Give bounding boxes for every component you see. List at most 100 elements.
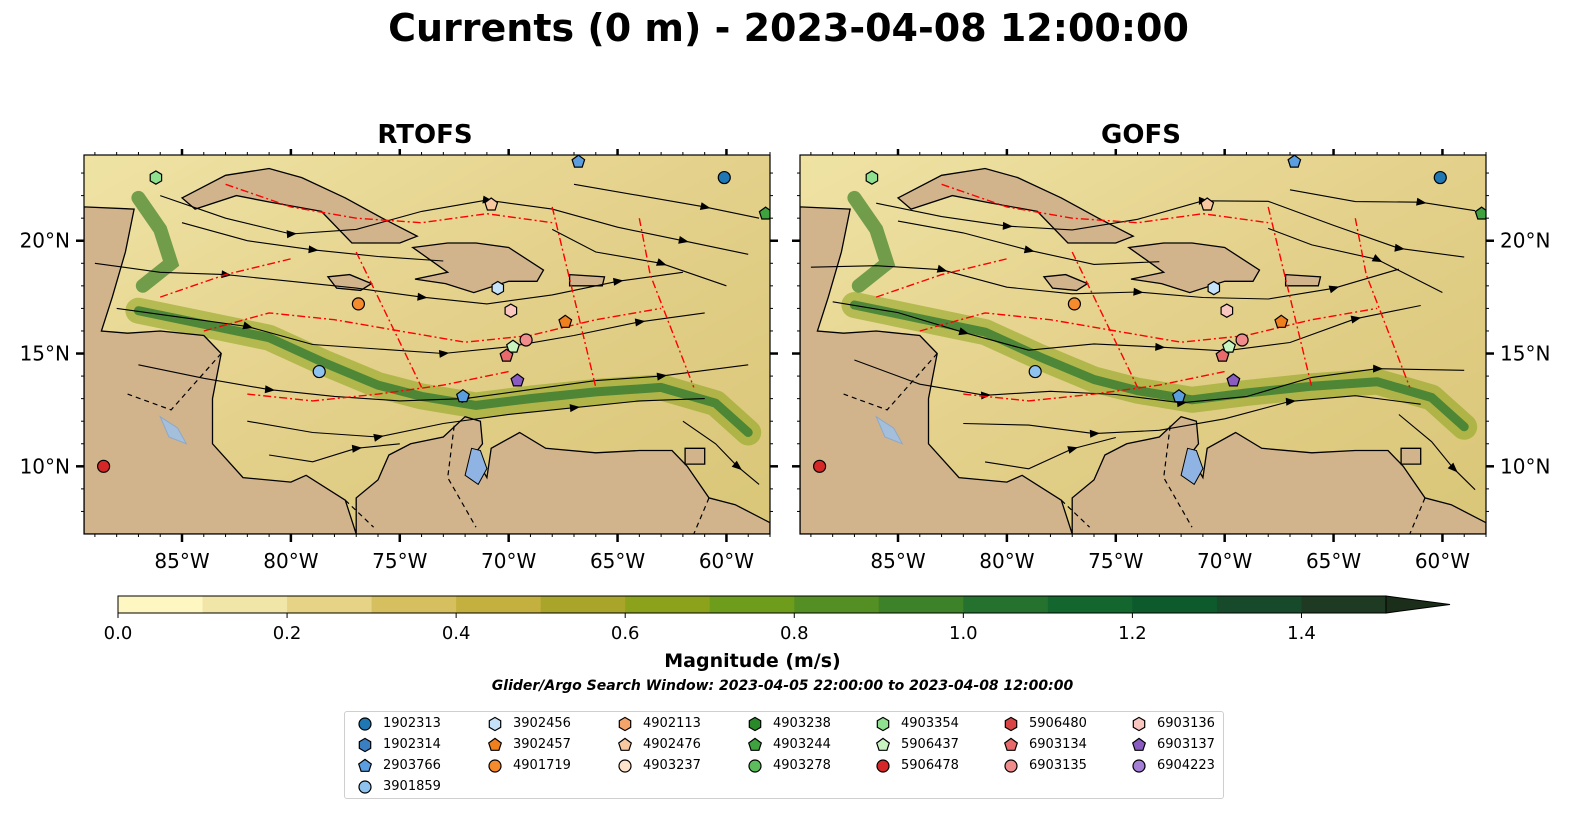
map-panel-rtofs: 85°W 80°W 75°W 70°W 65°W 60°W 20°N 15°N 10°N	[20, 149, 778, 573]
streamline-arrow	[1394, 243, 1405, 252]
lake-nicaragua	[159, 415, 188, 445]
colorbar: 0.0 0.2 0.4 0.6 0.8 1.0 1.2 1.4	[104, 595, 1451, 644]
colorbar-bin	[1047, 596, 1133, 613]
legend-label: 3901859	[383, 779, 441, 794]
lon-tick-label: 65°W	[1306, 549, 1361, 573]
country-border	[1163, 425, 1193, 528]
float-marker-4903244	[758, 206, 770, 220]
streamline	[1268, 227, 1443, 293]
streamline-arrow	[351, 444, 363, 453]
float-marker-4903354	[865, 170, 879, 185]
streamline	[138, 364, 749, 402]
streamline-arrow	[264, 385, 276, 394]
float-marker-3901859	[1028, 364, 1042, 379]
current-jet-core	[133, 306, 753, 437]
streamline-arrow	[1416, 197, 1427, 206]
streamline-arrow	[699, 202, 711, 210]
float-marker-4903244	[1474, 206, 1486, 220]
float-marker-3901859	[312, 364, 326, 379]
lon-tick-label: 80°W	[979, 549, 1034, 573]
legend-label: 4902113	[643, 716, 701, 731]
eez-boundary	[941, 183, 1269, 224]
legend-box: 1902313 1902314 2903766 3901859 3902456 39024…	[344, 711, 1224, 799]
panel-title-gofs: GOFS	[1101, 120, 1181, 150]
colorbar-frame	[117, 595, 1387, 614]
legend-label: 3902457	[513, 737, 571, 752]
legend-label: 6904223	[1157, 758, 1215, 773]
eez-boundary	[225, 183, 553, 224]
colorbar-bin	[456, 596, 542, 613]
lat-tick-label: 15°N	[20, 342, 70, 366]
legend-symbol-circle	[358, 780, 372, 794]
streamline-arrow	[1373, 364, 1384, 373]
colorbar-bin	[1132, 596, 1218, 613]
streamline-arrow	[373, 433, 384, 442]
streamline-arrow	[1067, 446, 1078, 454]
legend-symbol-hexagon	[488, 716, 502, 732]
streamline	[116, 307, 705, 355]
colorbar-tick-label: 1.2	[1118, 623, 1147, 644]
legend-symbol-circle	[358, 717, 372, 731]
float-marker-2903766	[455, 389, 470, 403]
float-marker-5906437	[1221, 339, 1237, 353]
legend-label: 4903238	[773, 716, 831, 731]
colorbar-bin	[963, 596, 1049, 613]
lon-tick-label: 60°W	[1415, 549, 1470, 573]
streamline-arrow	[1002, 221, 1013, 230]
legend-symbol-pentagon	[1131, 737, 1147, 751]
eez-boundary	[1267, 206, 1313, 388]
float-marker-1902313	[1433, 170, 1447, 185]
country-border	[1409, 497, 1426, 534]
lon-tick-label: 80°W	[263, 549, 318, 573]
legend-label: 2903766	[383, 758, 441, 773]
land-hispaniola	[411, 242, 545, 294]
legend-symbol-hexagon	[618, 716, 632, 732]
float-marker-6903137	[1226, 373, 1241, 387]
legend-label: 1902314	[383, 737, 441, 752]
legend-label: 4902476	[643, 737, 701, 752]
streamline-arrow	[286, 230, 297, 239]
float-marker-2903766	[1171, 389, 1186, 403]
colorbar-bin	[709, 596, 795, 613]
colorbar-bin	[118, 596, 204, 613]
yucatan-current-jet	[847, 190, 896, 293]
legend-symbol-hexagon	[1004, 716, 1018, 732]
lon-tick-label: 85°W	[154, 549, 209, 573]
colorbar-tick-label: 1.0	[949, 623, 978, 644]
country-border	[693, 497, 710, 534]
float-marker-4901719	[351, 297, 365, 311]
legend-label: 5906480	[1029, 716, 1087, 731]
streamline-arrow	[242, 321, 254, 330]
eez-boundary	[875, 258, 1008, 298]
legend-label: 4903278	[773, 758, 831, 773]
lon-tick-label: 65°W	[590, 549, 645, 573]
colorbar-bin	[1301, 596, 1387, 613]
colorbar-bin	[540, 596, 626, 613]
legend-symbol-hexagon	[1132, 716, 1146, 732]
streamline	[94, 262, 683, 305]
lon-tick-label: 60°W	[699, 549, 754, 573]
colorbar-tick-label: 0.4	[442, 623, 471, 644]
eez-boundary	[203, 307, 662, 343]
colorbar-tick-label: 0.0	[104, 623, 133, 644]
map-panel-gofs: 85°W 80°W 75°W 70°W 65°W 60°W 20°N 15°N 10°N	[792, 149, 1550, 573]
eez-boundary	[247, 370, 509, 402]
float-marker-6903136	[504, 303, 518, 318]
streamline-arrow	[1023, 245, 1035, 254]
lat-tick-label: 15°N	[1500, 342, 1550, 366]
legend-label: 5906478	[901, 758, 959, 773]
streamline	[160, 195, 749, 255]
streamline	[810, 265, 1400, 300]
float-marker-3902456	[491, 280, 505, 296]
map-frame	[83, 154, 771, 535]
lon-tick-label: 70°W	[1197, 549, 1252, 573]
float-marker-4902476	[484, 197, 499, 211]
streamline	[876, 200, 1465, 258]
float-marker-1902313	[717, 170, 731, 185]
streamline	[963, 395, 1421, 435]
country-border	[447, 425, 477, 528]
land-jamaica	[1042, 273, 1089, 292]
streamline-arrow	[417, 292, 428, 301]
eez-boundary	[355, 251, 423, 388]
lon-tick-label: 75°W	[1088, 549, 1143, 573]
